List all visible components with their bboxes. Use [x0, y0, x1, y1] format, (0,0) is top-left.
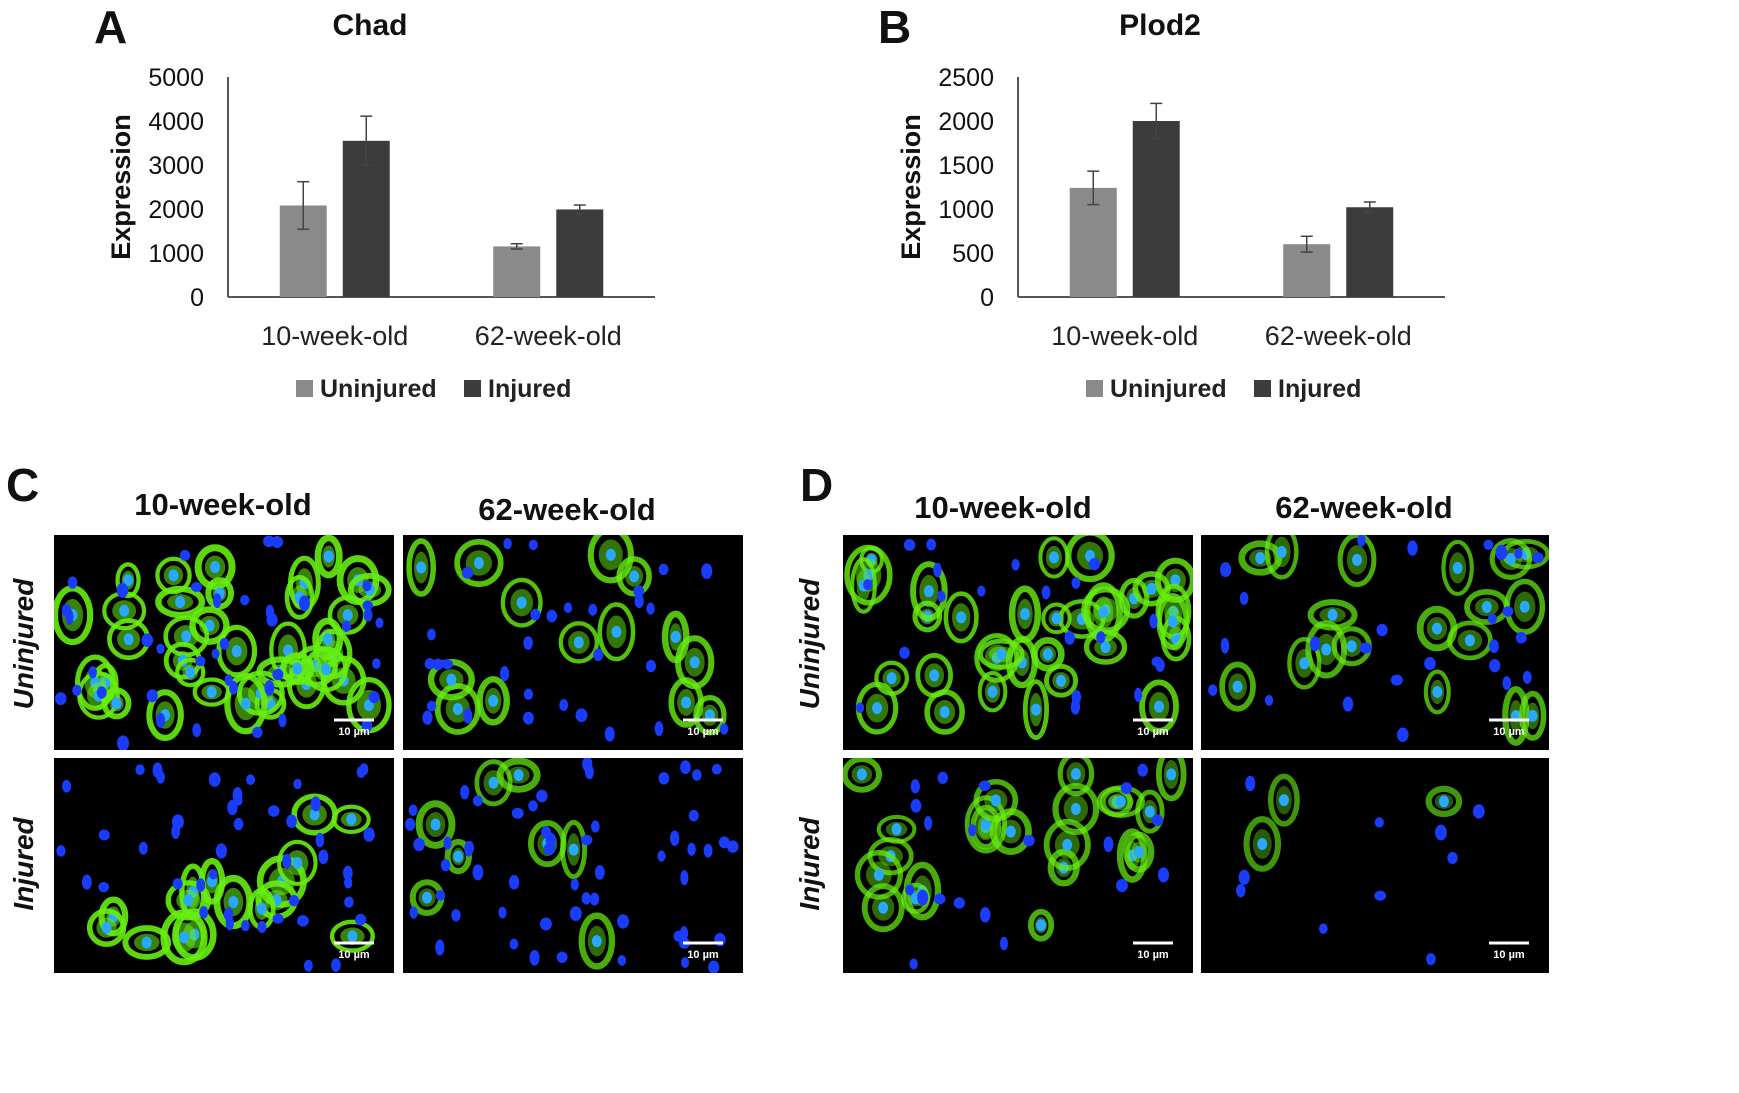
- d-row-header-injured: Injured: [794, 817, 825, 911]
- chad-category-label: 10-week-old: [261, 321, 408, 351]
- chad-ytick-label: 3000: [148, 152, 204, 180]
- plod2-ytick-label: 500: [952, 240, 994, 268]
- c-col-header-10wk: 10-week-old: [134, 487, 312, 522]
- chad-ytick-label: 1000: [148, 240, 204, 268]
- scale-bar-label: 10 µm: [1493, 726, 1525, 738]
- plod2-legend-swatch-injured: [1254, 380, 1271, 397]
- plod2-errorbar: [1363, 201, 1376, 214]
- chad-category-label: 62-week-old: [475, 321, 622, 351]
- chad-ytick-label: 2000: [148, 196, 204, 224]
- chad-errorbar: [360, 115, 373, 167]
- plod2-ytick-label: 1500: [938, 152, 994, 180]
- plod2-ytick-label: 2500: [938, 64, 994, 92]
- plod2-category-label: 10-week-old: [1051, 321, 1198, 351]
- plod2-legend-swatch-uninjured: [1086, 380, 1103, 397]
- micrograph-d-62wk-injured: 10 µm: [1201, 758, 1549, 973]
- plod2-ytick-label: 2000: [938, 108, 994, 136]
- micrograph-d-10wk-injured: 10 µm: [843, 758, 1193, 973]
- plod2-legend-label-injured: Injured: [1278, 375, 1361, 403]
- chad-legend-label-uninjured: Uninjured: [320, 375, 437, 403]
- scale-bar-label: 10 µm: [1137, 726, 1169, 738]
- chad-legend-swatch-uninjured: [296, 380, 313, 397]
- plod2-errorbar: [1300, 235, 1313, 253]
- chad-title: Chad: [333, 9, 408, 42]
- d-col-header-10wk: 10-week-old: [914, 490, 1092, 525]
- micrograph-background: [54, 758, 394, 973]
- chad-legend-swatch-injured: [464, 380, 481, 397]
- plod2-legend-label-uninjured: Uninjured: [1110, 375, 1227, 403]
- c-row-header-uninjured: Uninjured: [8, 578, 39, 710]
- chad-ytick-label: 4000: [148, 108, 204, 136]
- plod2-category-label: 62-week-old: [1265, 321, 1412, 351]
- scale-bar-label: 10 µm: [1493, 949, 1525, 961]
- scale-bar-label: 10 µm: [338, 949, 370, 961]
- plod2-bar-injured-0: [1132, 121, 1180, 297]
- scale-bar-label: 10 µm: [338, 726, 370, 738]
- plod2-errorbar: [1150, 102, 1163, 140]
- plod2-ytick-label: 1000: [938, 196, 994, 224]
- c-row-header-injured: Injured: [8, 817, 39, 911]
- chad-bar-uninjured-1: [493, 246, 541, 297]
- plod2-bar-injured-1: [1346, 207, 1394, 297]
- micrograph-c-10wk-injured: 10 µm: [54, 758, 394, 973]
- c-col-header-62wk: 62-week-old: [478, 492, 656, 527]
- chad-errorbar: [510, 243, 523, 250]
- scale-bar-label: 10 µm: [1137, 949, 1169, 961]
- plod2-ytick-label: 0: [980, 284, 994, 312]
- chart-chad: Chad 0 1000 2000 3000 4000 5000 Expression 10-we…: [106, 9, 655, 403]
- micrograph-c-62wk-uninjured: 10 µm: [403, 535, 743, 750]
- scale-bar-label: 10 µm: [687, 949, 719, 961]
- chad-errorbar: [297, 180, 310, 230]
- micrograph-c-62wk-injured: 10 µm: [403, 758, 743, 973]
- plod2-errorbar: [1087, 170, 1100, 206]
- micrograph-d-62wk-uninjured: 10 µm: [1201, 535, 1549, 750]
- plod2-bar-uninjured-0: [1069, 187, 1117, 297]
- chad-legend-label-injured: Injured: [488, 375, 571, 403]
- chad-errorbar: [573, 204, 586, 215]
- scale-bar-label: 10 µm: [687, 726, 719, 738]
- chad-bar-injured-1: [556, 209, 604, 297]
- chad-ytick-label: 0: [190, 284, 204, 312]
- panel-label-b: B: [878, 1, 912, 53]
- micrograph-d-10wk-uninjured: 10 µm: [843, 535, 1193, 750]
- plod2-bar-uninjured-1: [1283, 244, 1331, 297]
- plod2-ylabel: Expression: [896, 114, 926, 260]
- chad-bar-injured-0: [342, 140, 390, 297]
- chart-plod2: Plod2 0 500 1000 1500 2000 2500 Expression 10-we…: [896, 9, 1445, 403]
- chad-ylabel: Expression: [106, 114, 136, 260]
- d-col-header-62wk: 62-week-old: [1275, 490, 1453, 525]
- panel-label-c: C: [6, 459, 40, 511]
- panel-label-d: D: [800, 459, 834, 511]
- chad-ytick-label: 5000: [148, 64, 204, 92]
- panel-label-a: A: [94, 1, 128, 53]
- micrograph-c-10wk-uninjured: 10 µm: [54, 535, 394, 750]
- d-row-header-uninjured: Uninjured: [794, 578, 825, 710]
- plod2-title: Plod2: [1119, 9, 1201, 42]
